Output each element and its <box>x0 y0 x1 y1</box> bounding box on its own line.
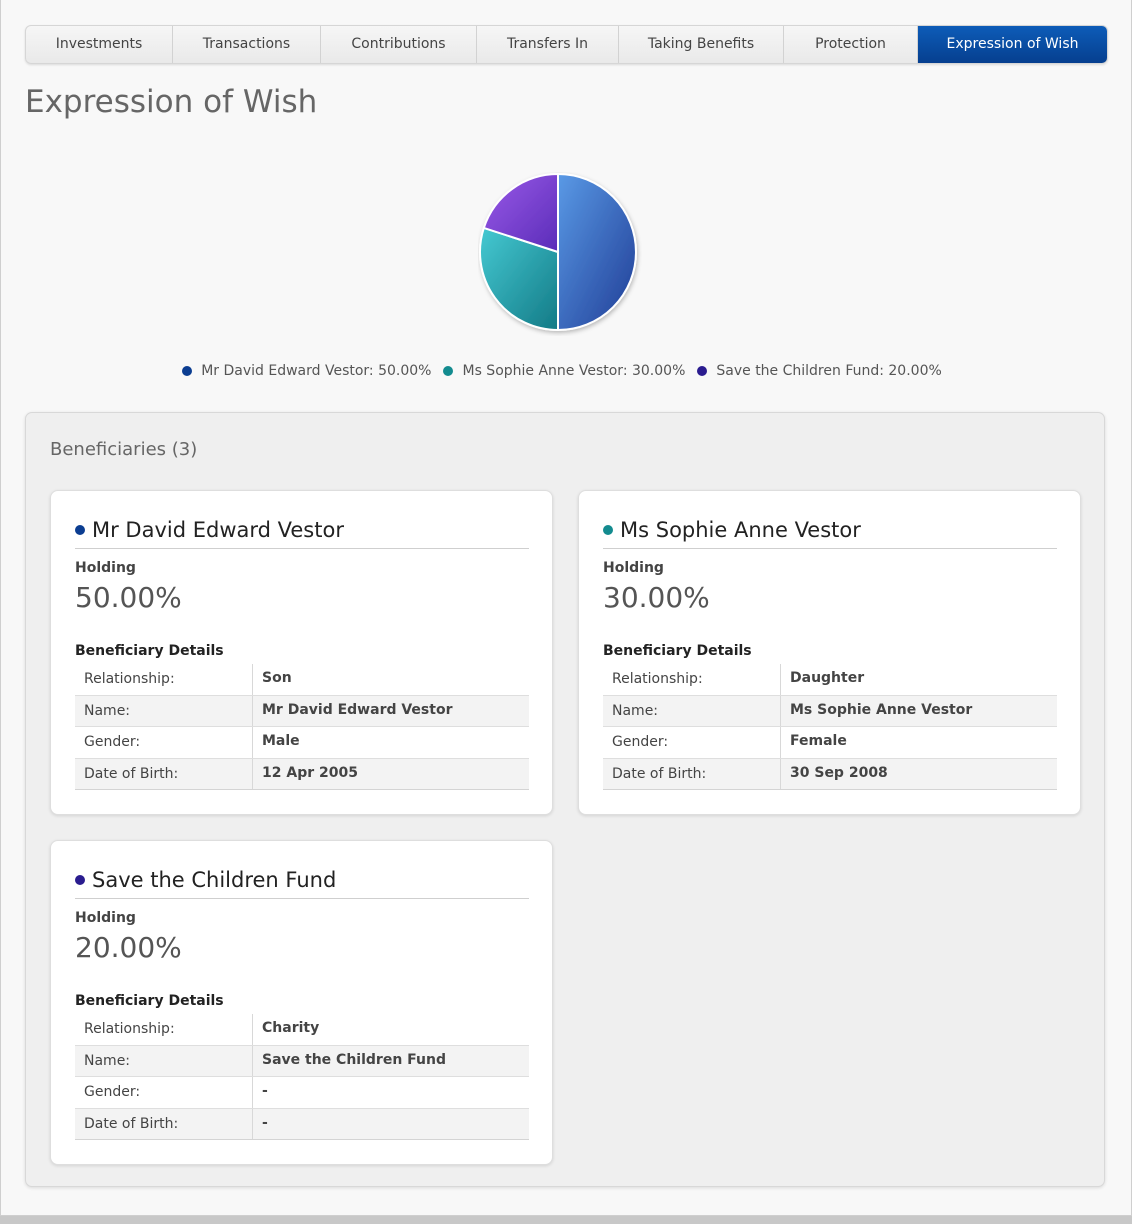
beneficiary-name: Save the Children Fund <box>92 868 337 892</box>
beneficiaries-title: Beneficiaries (3) <box>50 439 198 460</box>
beneficiary-card: Save the Children Fund Holding 20.00% Be… <box>50 840 553 1165</box>
table-row: Gender: Male <box>75 727 529 759</box>
dob-value: - <box>262 1114 268 1131</box>
gender-key: Gender: <box>603 727 781 758</box>
holding-label: Holding <box>603 560 664 576</box>
pie-slice[interactable] <box>479 226 559 332</box>
table-row: Relationship: Daughter <box>603 664 1057 696</box>
legend-item: Mr David Edward Vestor: 50.00% <box>182 363 431 379</box>
beneficiary-details-table: Relationship: Son Name: Mr David Edward … <box>75 664 529 790</box>
relationship-value: Daughter <box>790 670 865 686</box>
dob-key: Date of Birth: <box>75 1108 253 1139</box>
allocation-pie-chart <box>479 172 637 332</box>
tab-transfers-in[interactable]: Transfers In <box>477 26 619 63</box>
horizontal-scrollbar[interactable] <box>0 1216 1132 1224</box>
gender-value: Female <box>790 733 847 749</box>
beneficiary-color-dot <box>75 525 85 535</box>
dob-value: 12 Apr 2005 <box>262 764 358 781</box>
table-row: Date of Birth: - <box>75 1108 529 1140</box>
table-row: Relationship: Charity <box>75 1014 529 1046</box>
beneficiary-card: Ms Sophie Anne Vestor Holding 30.00% Ben… <box>578 490 1081 815</box>
beneficiary-details-label: Beneficiary Details <box>75 643 224 659</box>
legend-dot <box>443 366 454 376</box>
legend-label: Save the Children Fund: 20.00% <box>716 363 942 379</box>
dob-value: 30 Sep 2008 <box>790 764 888 781</box>
beneficiary-name: Mr David Edward Vestor <box>92 518 344 542</box>
holding-label: Holding <box>75 560 136 576</box>
relationship-key: Relationship: <box>75 664 253 695</box>
table-row: Date of Birth: 30 Sep 2008 <box>603 758 1057 790</box>
holding-value: 30.00% <box>603 581 710 614</box>
name-value: Mr David Edward Vestor <box>262 701 453 718</box>
beneficiary-color-dot <box>75 875 85 885</box>
legend-label: Mr David Edward Vestor: 50.00% <box>201 363 432 379</box>
legend-dot <box>182 366 193 376</box>
name-value: Ms Sophie Anne Vestor <box>790 701 973 718</box>
beneficiary-card: Mr David Edward Vestor Holding 50.00% Be… <box>50 490 553 815</box>
table-row: Gender: Female <box>603 727 1057 759</box>
table-row: Name: Save the Children Fund <box>75 1045 529 1077</box>
relationship-value: Charity <box>262 1020 320 1036</box>
table-row: Date of Birth: 12 Apr 2005 <box>75 758 529 790</box>
page-title: Expression of Wish <box>25 84 318 120</box>
legend-label: Ms Sophie Anne Vestor: 30.00% <box>462 363 686 379</box>
gender-value: - <box>262 1083 268 1099</box>
relationship-value: Son <box>262 670 292 686</box>
tab-expression-of-wish[interactable]: Expression of Wish <box>918 26 1107 63</box>
name-key: Name: <box>75 1045 253 1076</box>
beneficiary-color-dot <box>603 525 613 535</box>
name-value: Save the Children Fund <box>262 1051 446 1068</box>
holding-value: 50.00% <box>75 581 182 614</box>
relationship-key: Relationship: <box>75 1014 253 1045</box>
holding-value: 20.00% <box>75 931 182 964</box>
tab-transactions[interactable]: Transactions <box>173 26 321 63</box>
beneficiary-name: Ms Sophie Anne Vestor <box>620 518 861 542</box>
tab-protection[interactable]: Protection <box>784 26 918 63</box>
beneficiary-header: Save the Children Fund <box>75 862 529 899</box>
beneficiary-details-label: Beneficiary Details <box>75 993 224 1009</box>
pie-slice[interactable] <box>482 172 559 254</box>
dob-key: Date of Birth: <box>75 758 253 789</box>
gender-key: Gender: <box>75 727 253 758</box>
beneficiary-header: Mr David Edward Vestor <box>75 512 529 549</box>
name-key: Name: <box>603 695 781 726</box>
beneficiary-header: Ms Sophie Anne Vestor <box>603 512 1057 549</box>
name-key: Name: <box>75 695 253 726</box>
table-row: Name: Ms Sophie Anne Vestor <box>603 695 1057 727</box>
gender-value: Male <box>262 733 300 749</box>
gender-key: Gender: <box>75 1077 253 1108</box>
chart-legend: Mr David Edward Vestor: 50.00% Ms Sophie… <box>0 363 1124 379</box>
table-row: Gender: - <box>75 1077 529 1109</box>
beneficiary-details-table: Relationship: Charity Name: Save the Chi… <box>75 1014 529 1140</box>
legend-item: Save the Children Fund: 20.00% <box>697 363 942 379</box>
legend-dot <box>697 366 708 376</box>
tab-investments[interactable]: Investments <box>26 26 173 63</box>
tab-bar: Investments Transactions Contributions T… <box>25 25 1108 64</box>
pie-slice[interactable] <box>557 172 637 332</box>
relationship-key: Relationship: <box>603 664 781 695</box>
dob-key: Date of Birth: <box>603 758 781 789</box>
table-row: Relationship: Son <box>75 664 529 696</box>
legend-item: Ms Sophie Anne Vestor: 30.00% <box>443 363 685 379</box>
holding-label: Holding <box>75 910 136 926</box>
tab-contributions[interactable]: Contributions <box>321 26 477 63</box>
beneficiary-details-label: Beneficiary Details <box>603 643 752 659</box>
beneficiary-details-table: Relationship: Daughter Name: Ms Sophie A… <box>603 664 1057 790</box>
table-row: Name: Mr David Edward Vestor <box>75 695 529 727</box>
tab-taking-benefits[interactable]: Taking Benefits <box>619 26 784 63</box>
beneficiaries-panel: Beneficiaries (3) Mr David Edward Vestor… <box>25 412 1105 1187</box>
